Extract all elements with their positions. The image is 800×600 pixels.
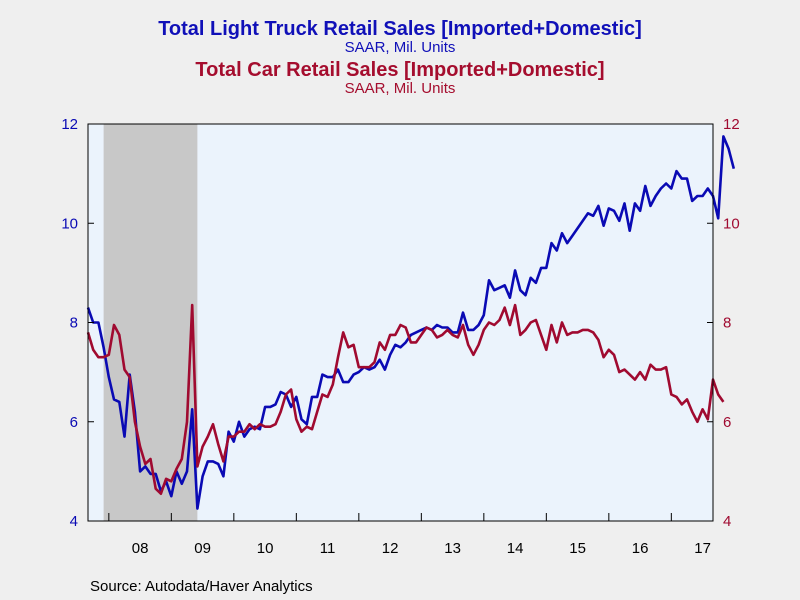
x-tick-label: 16 [632,540,649,557]
x-tick-label: 09 [194,540,211,557]
source-note: Source: Autodata/Haver Analytics [90,578,313,595]
truck-series-subtitle: SAAR, Mil. Units [344,39,456,56]
y-tick-label-left: 8 [70,315,78,332]
x-tick-label: 10 [257,540,274,557]
y-tick-label-left: 10 [61,215,78,232]
chart-titles: Total Light Truck Retail Sales [Imported… [0,18,800,97]
y-tick-label-right: 10 [723,215,740,232]
y-tick-label-left: 4 [70,513,78,530]
y-tick-label-right: 12 [723,116,740,133]
x-tick-label: 17 [694,540,711,557]
y-tick-label-right: 6 [723,414,731,431]
x-tick-label: 15 [569,540,586,557]
x-tick-label: 08 [132,540,149,557]
car-sales-line [86,303,725,496]
y-tick-label-right: 8 [723,315,731,332]
x-tick-label: 13 [444,540,461,557]
x-tick-label: 14 [507,540,524,557]
x-tick-label: 11 [320,540,336,557]
x-tick-label: 12 [382,540,399,557]
y-tick-label-left: 6 [70,414,78,431]
truck-series-title: Total Light Truck Retail Sales [Imported… [158,18,642,40]
car-series-title: Total Car Retail Sales [Imported+Domesti… [195,59,605,81]
y-tick-label-left: 12 [61,116,78,133]
car-series-subtitle: SAAR, Mil. Units [344,80,456,97]
truck-sales-line [86,135,736,510]
y-tick-label-right: 4 [723,513,731,530]
